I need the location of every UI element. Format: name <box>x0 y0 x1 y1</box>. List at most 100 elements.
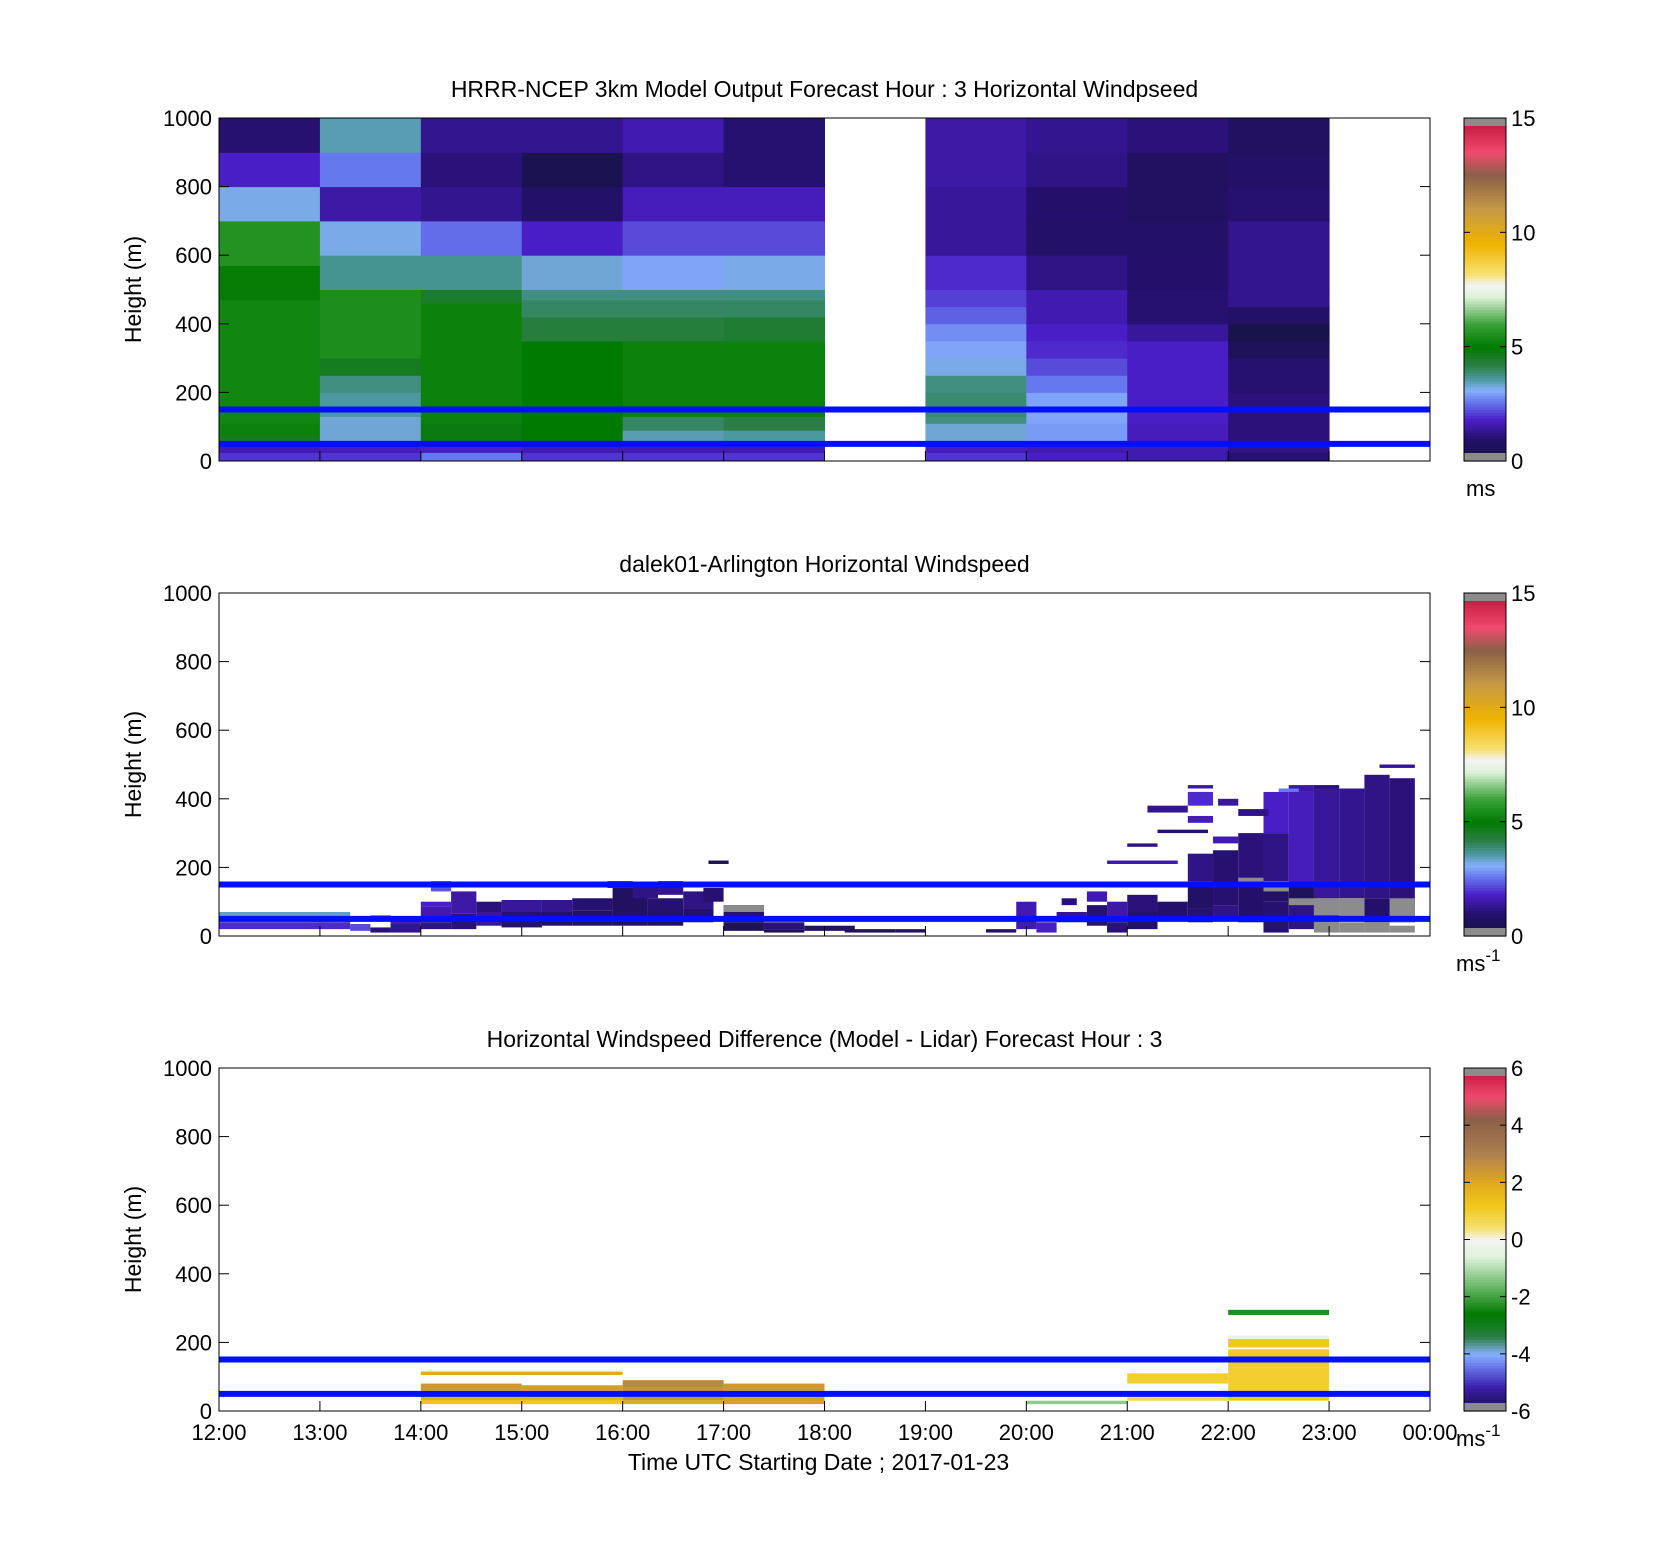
colorbar-swatch <box>1464 1345 1506 1349</box>
colorbar-swatch <box>1464 838 1506 843</box>
colorbar-swatch <box>1464 664 1506 668</box>
colorbar-swatch <box>1464 1216 1506 1221</box>
data-cell <box>319 220 422 256</box>
colorbar-swatch <box>1464 1370 1506 1375</box>
data-cell <box>1313 785 1340 789</box>
colorbar-swatch <box>1464 1353 1506 1358</box>
data-cell <box>1026 118 1128 153</box>
data-cell <box>1127 255 1229 290</box>
colorbar-swatch <box>1464 1399 1506 1404</box>
colorbar-swatch <box>1464 180 1506 185</box>
colorbar-swatch <box>1464 369 1506 373</box>
colorbar-swatch <box>1464 358 1506 362</box>
colorbar-swatch <box>1464 1076 1506 1081</box>
data-cell <box>622 255 725 290</box>
data-cell <box>723 152 825 188</box>
colorbar-swatch <box>1464 200 1506 205</box>
colorbar-swatch <box>1464 641 1506 646</box>
colorbar-swatch <box>1464 149 1506 153</box>
colorbar-swatch <box>1464 830 1506 834</box>
data-cell <box>1026 186 1128 222</box>
x-tick-label: 17:00 <box>696 1420 751 1445</box>
data-cell <box>622 445 725 453</box>
colorbar-unit-superscript: -1 <box>1485 946 1500 965</box>
colorbar-swatch <box>1464 610 1506 614</box>
colorbar-swatch <box>1464 1333 1506 1338</box>
colorbar-tick-label: -4 <box>1511 1342 1531 1367</box>
data-cell <box>1127 452 1229 461</box>
data-cell <box>925 416 1027 424</box>
data-cell <box>1288 901 1314 930</box>
colorbar-swatch <box>1464 1213 1506 1218</box>
colorbar-swatch <box>1464 775 1506 780</box>
y-axis-label: Height (m) <box>120 711 146 818</box>
data-cell <box>1026 375 1128 393</box>
colorbar-swatch <box>1464 1099 1506 1103</box>
data-cell <box>501 899 542 912</box>
colorbar-swatch <box>1464 126 1506 131</box>
colorbar-swatch <box>1464 704 1506 708</box>
colorbar-swatch <box>1464 701 1506 706</box>
y-tick-label: 200 <box>175 380 212 405</box>
data-cell <box>1228 452 1330 461</box>
data-cell <box>1026 340 1128 359</box>
colorbar-swatch <box>1464 229 1506 233</box>
colorbar-swatch <box>1464 420 1506 425</box>
colorbar-swatch <box>1464 260 1506 265</box>
colorbar-swatch <box>1464 1176 1506 1181</box>
colorbar-swatch <box>1464 186 1506 191</box>
panel-2: dalek01-Arlington Horizontal Windspeed 0 2… <box>120 551 1535 976</box>
no-data-cell <box>1238 877 1264 885</box>
colorbar-swatch <box>1464 787 1506 791</box>
y-tick-label: 600 <box>175 243 212 268</box>
colorbar-swatch <box>1464 773 1506 777</box>
y-tick-label: 800 <box>175 1125 212 1150</box>
data-cell <box>219 265 321 301</box>
no-data-cell <box>1313 918 1340 933</box>
colorbar-swatch <box>1464 449 1506 454</box>
colorbar-swatch <box>1464 269 1506 273</box>
colorbar-swatch <box>1464 275 1506 279</box>
colorbar-swatch <box>1464 292 1506 296</box>
colorbar-swatch <box>1464 1113 1506 1118</box>
y-tick-label: 600 <box>175 1193 212 1218</box>
colorbar-swatch <box>1464 647 1506 651</box>
data-cell <box>219 911 351 918</box>
data-cell <box>219 452 321 461</box>
data-cell <box>219 220 321 266</box>
colorbar-swatch <box>1464 1156 1506 1161</box>
data-cell <box>1228 1309 1330 1315</box>
panel-title: dalek01-Arlington Horizontal Windspeed <box>619 551 1029 577</box>
colorbar-swatch <box>1464 315 1506 319</box>
colorbar-swatch <box>1464 907 1506 911</box>
colorbar-swatch <box>1464 392 1506 396</box>
data-cell <box>1228 1338 1330 1348</box>
data-cell <box>1026 358 1128 376</box>
colorbar-tick-label: 0 <box>1511 924 1523 949</box>
colorbar-swatch <box>1464 1379 1506 1384</box>
colorbar-swatch <box>1464 1276 1506 1281</box>
colorbar-swatch <box>1464 658 1506 663</box>
data-cell <box>319 255 422 290</box>
colorbar-swatch <box>1464 140 1506 145</box>
colorbar-swatch <box>1464 1270 1506 1275</box>
colorbar-swatch <box>1464 1242 1506 1246</box>
data-cell <box>521 340 624 393</box>
data-cell <box>895 929 926 933</box>
colorbar-swatch <box>1464 1133 1506 1138</box>
colorbar-frame <box>1463 117 1507 462</box>
colorbar-swatch <box>1464 695 1506 700</box>
data-cell <box>1228 186 1330 222</box>
colorbar-swatch <box>1464 1090 1506 1095</box>
colorbar-swatch <box>1464 1313 1506 1318</box>
data-cell <box>521 423 624 447</box>
colorbar-swatch <box>1464 898 1506 903</box>
colorbar-swatch <box>1464 707 1506 711</box>
data-cell <box>319 452 422 461</box>
data-cell <box>420 922 452 930</box>
colorbar-swatch <box>1464 346 1506 351</box>
colorbar-swatch <box>1464 615 1506 620</box>
colorbar-swatch <box>1464 1310 1506 1315</box>
data-cell <box>521 316 624 342</box>
